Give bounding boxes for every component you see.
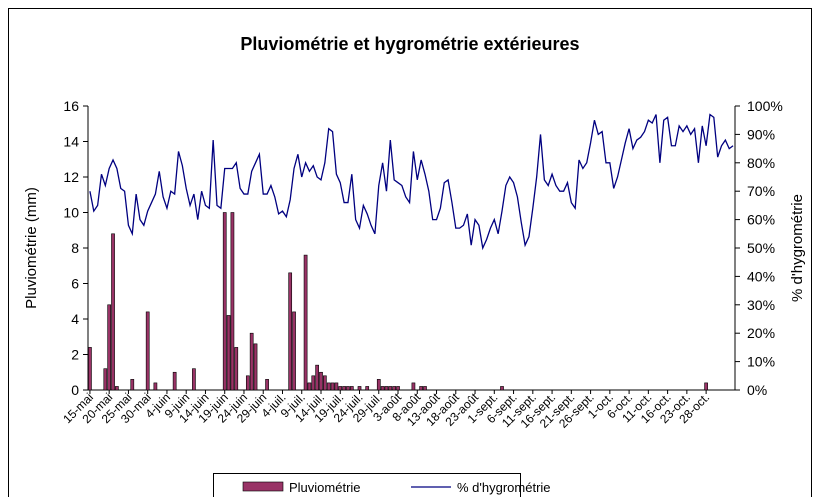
bar: [265, 379, 269, 391]
bar: [704, 382, 708, 391]
bar: [192, 368, 196, 391]
y2-tick-label: 80%: [747, 155, 775, 171]
bar: [380, 386, 385, 391]
bar: [423, 386, 427, 391]
bar: [365, 386, 370, 391]
bar: [249, 332, 254, 391]
bar: [145, 311, 150, 391]
bar: [326, 382, 331, 391]
bar: [384, 386, 389, 391]
bar: [115, 386, 119, 391]
bar: [315, 364, 319, 391]
y-tick-label: 2: [71, 347, 79, 363]
y-tick-label: 8: [71, 240, 79, 256]
bar: [334, 382, 339, 391]
y2-tick-label: 30%: [747, 297, 775, 313]
bar: [130, 379, 135, 391]
y-tick-label: 16: [63, 98, 79, 114]
bar: [88, 347, 92, 391]
bar: [253, 343, 258, 391]
bar: [153, 382, 158, 391]
bar: [226, 315, 231, 391]
bar: [307, 382, 312, 391]
bar: [342, 386, 346, 391]
y2-tick-label: 40%: [747, 268, 775, 284]
bar: [500, 386, 504, 391]
chart-title: Pluviométrie et hygrométrie extérieures: [240, 34, 579, 54]
y2-axis-title: % d'hygrométrie: [789, 194, 806, 302]
chart-frame: [8, 8, 812, 497]
legend-label: % d'hygrométrie: [457, 480, 551, 495]
y2-tick-label: 70%: [747, 183, 775, 199]
bar: [388, 386, 393, 391]
y2-tick-label: 90%: [747, 126, 775, 142]
bar: [222, 212, 227, 391]
bar: [323, 375, 327, 391]
bar: [338, 386, 343, 391]
bar: [396, 386, 400, 391]
bar: [292, 311, 296, 391]
bar: [303, 254, 308, 391]
y-tick-label: 10: [63, 205, 79, 221]
bar: [107, 304, 112, 391]
bar: [103, 368, 108, 391]
line: [89, 113, 734, 251]
bar: [330, 382, 335, 391]
bar: [311, 375, 316, 391]
bar: [172, 371, 177, 391]
y-tick-label: 0: [71, 382, 79, 398]
y2-tick-label: 20%: [747, 325, 775, 341]
bar: [346, 386, 350, 391]
bar: [230, 212, 235, 391]
bar: [376, 379, 381, 391]
bar: [357, 386, 362, 391]
y-tick-label: 4: [71, 311, 79, 327]
bar: [111, 233, 115, 391]
legend-swatch: [242, 481, 284, 492]
bar: [245, 375, 250, 391]
y2-tick-label: 10%: [747, 354, 775, 370]
y-axis-title: Pluviométrie (mm): [23, 187, 40, 309]
y-tick-label: 12: [63, 169, 79, 185]
bar: [392, 386, 397, 391]
y-tick-label: 14: [63, 134, 79, 150]
y2-tick-label: 0%: [747, 382, 767, 398]
bar: [288, 272, 293, 391]
bar: [419, 386, 423, 391]
bar: [234, 347, 239, 391]
y2-tick-label: 60%: [747, 212, 775, 228]
y2-tick-label: 50%: [747, 240, 775, 256]
bar: [411, 382, 416, 391]
y-tick-label: 6: [71, 276, 79, 292]
y2-tick-label: 100%: [747, 98, 783, 114]
legend-label: Pluviométrie: [289, 480, 361, 495]
bar: [349, 386, 354, 391]
legend-box: [213, 473, 521, 497]
bar: [319, 371, 323, 391]
